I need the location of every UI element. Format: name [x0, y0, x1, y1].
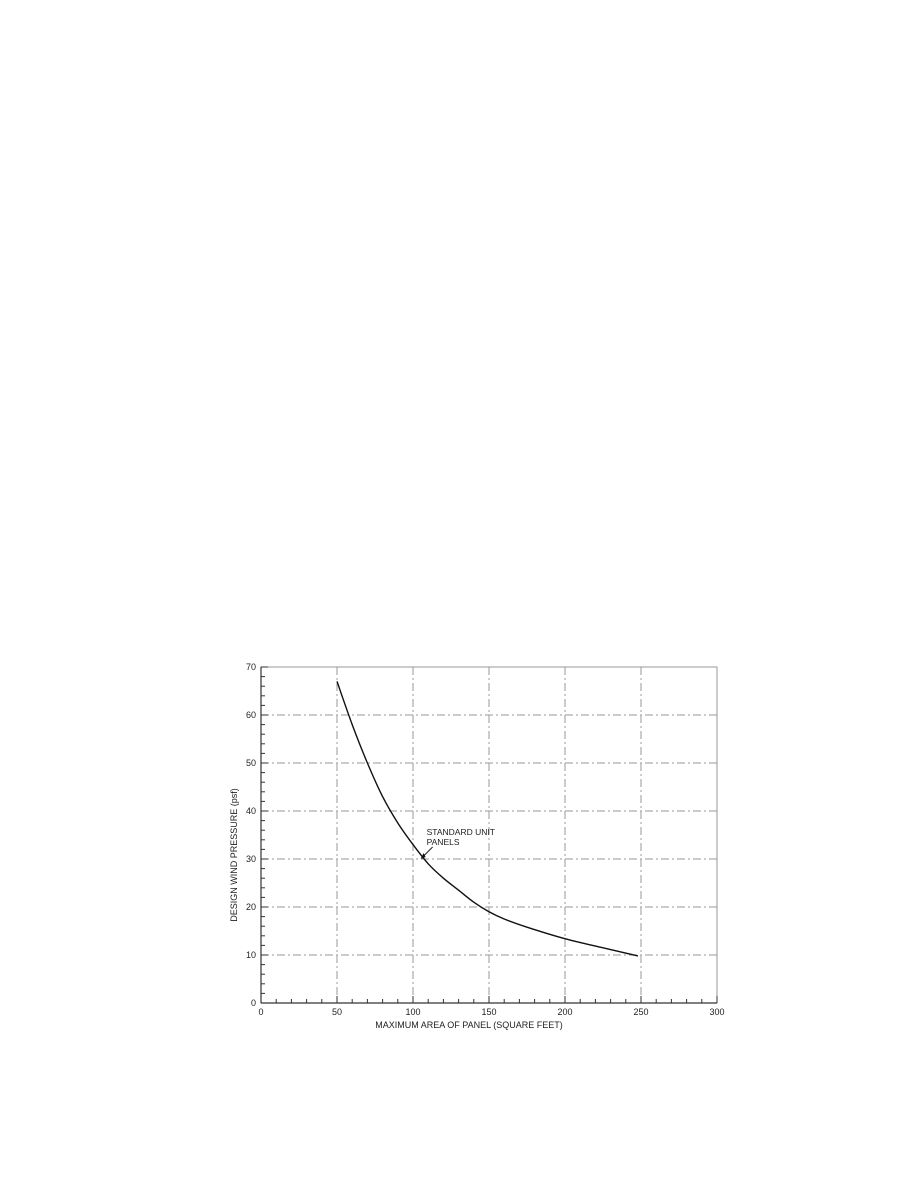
series-layer	[336, 681, 639, 957]
x-tick-label: 250	[633, 1007, 648, 1017]
label-layer: 0 50 100 150 200 250 300 0 10 20 30 40 50 60 70 MAXIMUM…	[229, 662, 725, 1030]
annotation-label: PANELS	[427, 837, 460, 847]
y-tick-label: 70	[246, 662, 256, 672]
annotation-label: STANDARD UNIT	[427, 827, 495, 837]
grid-layer	[260, 666, 718, 1004]
y-tick-label: 60	[246, 710, 256, 720]
x-tick-label: 200	[557, 1007, 572, 1017]
x-tick-label: 50	[332, 1007, 342, 1017]
y-tick-label: 50	[246, 758, 256, 768]
annotation-arrowhead	[420, 853, 426, 859]
x-tick-label: 150	[481, 1007, 496, 1017]
y-axis-title: DESIGN WIND PRESSURE (psf)	[229, 788, 239, 922]
chart-figure: 0 50 100 150 200 250 300 0 10 20 30 40 50 60 70 MAXIMUM…	[228, 660, 730, 1032]
x-tick-label: 300	[709, 1007, 724, 1017]
x-tick-label: 100	[405, 1007, 420, 1017]
y-tick-label: 20	[246, 902, 256, 912]
y-tick-label: 30	[246, 854, 256, 864]
y-tick-label: 40	[246, 806, 256, 816]
chart-svg: 0 50 100 150 200 250 300 0 10 20 30 40 50 60 70 MAXIMUM…	[229, 662, 725, 1030]
x-axis-title: MAXIMUM AREA OF PANEL (SQUARE FEET)	[375, 1020, 563, 1030]
x-tick-label: 0	[258, 1007, 263, 1017]
axis-layer	[260, 666, 718, 1004]
y-tick-label: 0	[251, 998, 256, 1008]
series-line	[336, 681, 639, 957]
y-tick-label: 10	[246, 950, 256, 960]
